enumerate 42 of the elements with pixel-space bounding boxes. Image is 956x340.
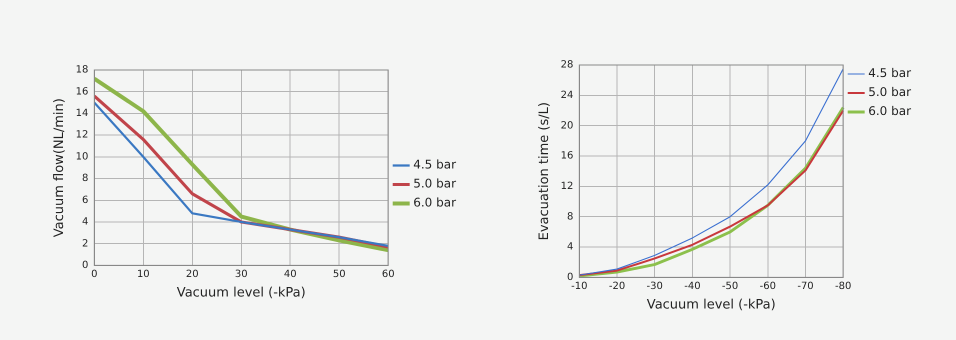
x-tick-label: 20 (186, 268, 199, 280)
x-tick-label: -50 (722, 280, 738, 292)
y-tick-label: 18 (76, 64, 88, 76)
y-tick-label: 12 (560, 180, 574, 192)
y-tick-label: 8 (82, 173, 88, 184)
legend-label: 6.0 bar (868, 104, 912, 118)
legend-label: 5.0 bar (413, 176, 456, 191)
y-tick-label: 16 (560, 150, 574, 162)
x-tick-label: -60 (760, 280, 776, 292)
y-tick-label: 12 (76, 130, 88, 141)
y-tick-label: 6 (82, 194, 88, 206)
x-tick-label: 50 (332, 268, 346, 280)
x-tick-label: -30 (646, 280, 663, 292)
y-tick-label: 4 (82, 216, 88, 228)
y-tick-label: 16 (76, 86, 88, 98)
legend-label: 4.5 bar (413, 158, 456, 172)
y-tick-label: 14 (76, 108, 88, 120)
y-tick-label: 8 (566, 211, 574, 222)
x-tick-label: -70 (797, 280, 814, 292)
y-axis-title: Evacuation time (s/L) (537, 102, 552, 240)
y-axis-title: Vacuum flow(NL/min) (52, 98, 68, 238)
x-tick-label: 30 (234, 268, 248, 280)
legend-label: 5.0 bar (868, 85, 912, 100)
x-tick-label: -80 (835, 280, 852, 292)
x-axis-title: Vacuum level (-kPa) (646, 298, 776, 313)
legend-label: 4.5 bar (868, 66, 912, 80)
y-tick-label: 2 (82, 238, 88, 250)
legend-label: 6.0 bar (413, 196, 456, 210)
x-tick-label: -10 (571, 280, 588, 292)
x-tick-label: -20 (608, 280, 626, 292)
y-tick-label: 0 (82, 260, 88, 271)
x-tick-label: 10 (136, 268, 150, 280)
y-tick-label: 24 (560, 90, 574, 101)
y-tick-label: 28 (560, 60, 574, 71)
y-tick-label: 4 (566, 242, 574, 253)
y-tick-label: 20 (560, 120, 574, 132)
x-tick-label: 60 (382, 268, 395, 280)
x-axis-title: Vacuum level (-kPa) (176, 286, 306, 301)
x-tick-label: 0 (91, 268, 98, 280)
x-tick-label: 40 (284, 268, 297, 280)
y-tick-label: 10 (76, 151, 88, 162)
x-tick-label: -40 (684, 280, 701, 292)
